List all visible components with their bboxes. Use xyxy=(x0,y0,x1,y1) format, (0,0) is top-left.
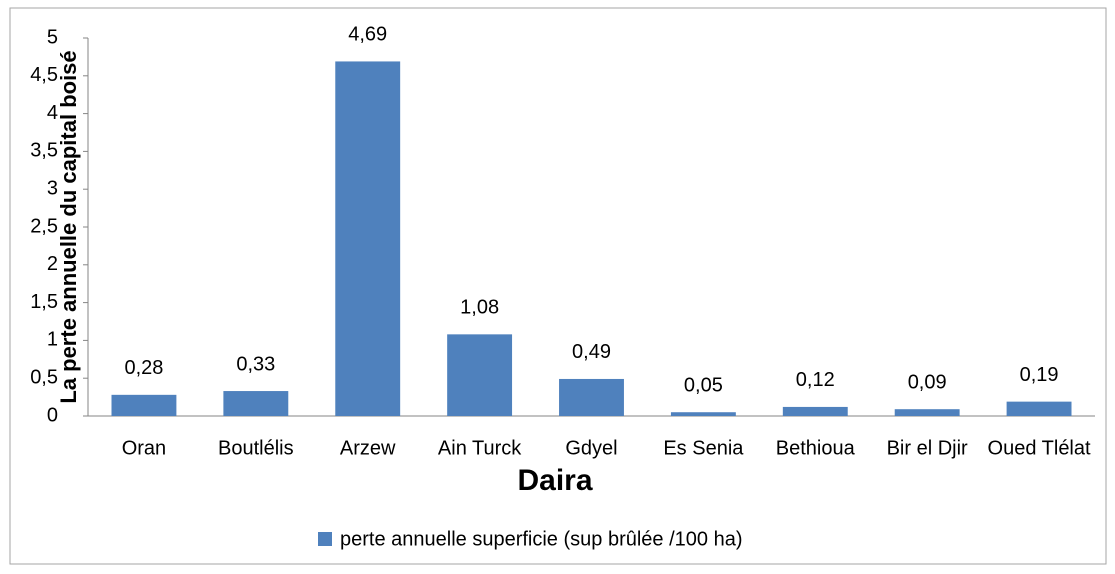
bar xyxy=(111,394,177,416)
x-tick-label: Oued Tlélat xyxy=(988,437,1091,459)
x-tick-label: Oran xyxy=(122,437,166,459)
y-tick-label: 3,5 xyxy=(30,140,58,162)
y-tick-label: 0,5 xyxy=(30,366,58,388)
data-label: 0,09 xyxy=(908,371,947,393)
x-tick-label: Bethioua xyxy=(776,437,856,459)
y-tick-label: 5 xyxy=(47,26,58,48)
y-tick-label: 2,5 xyxy=(30,215,58,237)
y-tick-label: 1 xyxy=(47,329,58,351)
x-tick-label: Ain Turck xyxy=(438,437,522,459)
chart-border xyxy=(9,7,1107,565)
data-label: 0,28 xyxy=(124,357,163,379)
bar xyxy=(559,378,624,416)
bar xyxy=(223,391,289,416)
y-axis-title: La perte annuelle du capital boisé xyxy=(56,50,81,403)
bar xyxy=(1006,401,1072,416)
legend-label: perte annuelle superficie (sup brûlée /1… xyxy=(340,528,742,550)
x-tick-label: Arzew xyxy=(340,437,396,459)
data-label: 0,12 xyxy=(796,369,835,391)
x-axis-title: Daira xyxy=(517,464,592,497)
y-tick-label: 4,5 xyxy=(30,64,58,86)
y-tick-label: 0 xyxy=(47,404,58,426)
bar xyxy=(447,334,513,416)
x-tick-label: Boutlélis xyxy=(218,437,294,459)
data-label: 0,49 xyxy=(572,341,611,363)
y-tick-label: 2 xyxy=(47,253,58,275)
bar xyxy=(670,412,736,416)
y-tick-label: 3 xyxy=(47,177,58,199)
x-tick-label: Gdyel xyxy=(565,437,617,459)
y-tick-label: 4 xyxy=(47,102,58,124)
data-label: 4,69 xyxy=(348,24,387,46)
data-label: 0,33 xyxy=(236,353,275,375)
data-label: 0,19 xyxy=(1020,364,1059,386)
x-tick-label: Bir el Djir xyxy=(887,437,968,459)
data-label: 1,08 xyxy=(460,297,499,319)
bar xyxy=(894,409,960,416)
y-tick-label: 1,5 xyxy=(30,291,58,313)
data-label: 0,05 xyxy=(684,375,723,397)
x-tick-label: Es Senia xyxy=(663,437,744,459)
bar xyxy=(335,61,401,416)
bar xyxy=(782,406,848,416)
legend-swatch xyxy=(318,532,332,546)
